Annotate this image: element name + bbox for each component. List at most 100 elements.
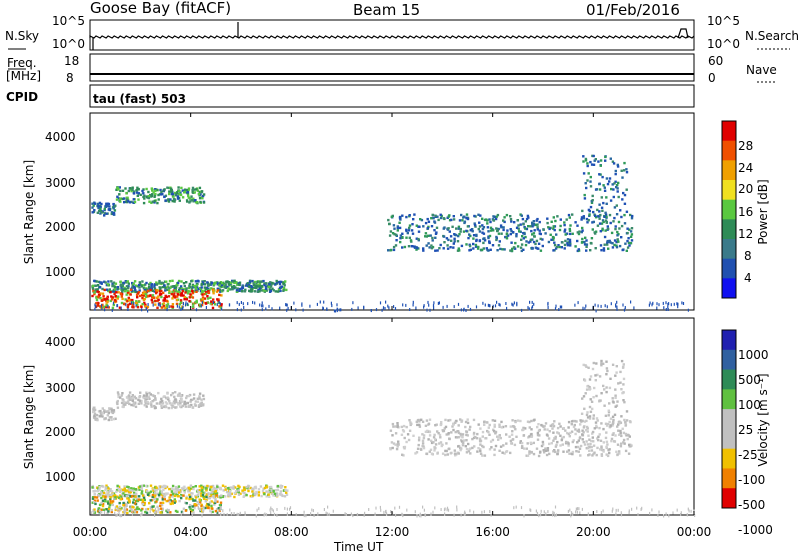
echo-cell: [238, 289, 241, 292]
echo-cell: [532, 441, 535, 445]
echo-cell: [138, 399, 142, 402]
echo-cell: [396, 424, 399, 427]
echo-cell: [183, 489, 186, 492]
echo-cell: [238, 287, 241, 291]
echo-cell: [119, 396, 122, 399]
echo-cell: [352, 301, 354, 305]
echo-cell: [622, 399, 625, 402]
echo-cell: [626, 231, 629, 235]
echo-cell: [160, 289, 163, 293]
echo-cell: [104, 493, 108, 496]
echo-cell: [594, 214, 597, 217]
echo-cell: [595, 424, 598, 428]
echo-cell: [239, 492, 242, 495]
echo-cell: [179, 191, 182, 194]
echo-cell: [203, 506, 205, 510]
echo-cell: [279, 490, 282, 493]
echo-cell: [283, 495, 287, 498]
echo-cell: [481, 444, 484, 448]
echo-cell: [174, 400, 178, 404]
echo-cell: [430, 439, 433, 442]
echo-cell: [121, 290, 124, 293]
echo-cell: [571, 213, 574, 216]
echo-cell: [179, 285, 183, 288]
velocity-cb-label: Velocity [m s⁻¹]: [756, 373, 770, 466]
echo-cell: [326, 307, 328, 311]
echo-cell: [608, 177, 612, 180]
noise-search-bump: [677, 28, 689, 39]
echo-cell: [146, 400, 149, 404]
echo-cell: [422, 249, 425, 252]
echo-cell: [198, 491, 201, 494]
echo-cell: [271, 492, 274, 496]
echo-cell: [527, 306, 529, 310]
echo-cell: [616, 400, 619, 403]
echo-cell: [401, 429, 405, 432]
echo-cell: [574, 428, 577, 431]
echo-cell: [143, 288, 146, 292]
echo-cell: [590, 445, 593, 449]
echo-cell: [157, 487, 160, 491]
echo-cell: [600, 448, 604, 452]
echo-cell: [217, 511, 220, 515]
echo-cell: [138, 485, 142, 488]
echo-cell: [159, 304, 161, 308]
echo-cell: [536, 425, 539, 429]
echo-cell: [615, 303, 617, 307]
echo-cell: [172, 491, 176, 494]
echo-cell: [548, 452, 551, 456]
x-tick-label: 00:00: [73, 525, 108, 539]
echo-cell: [150, 403, 153, 406]
echo-cell: [435, 423, 438, 426]
echo-cell: [207, 497, 210, 500]
echo-cell: [226, 513, 228, 516]
power-colorbar-cell: [722, 160, 736, 181]
echo-cell: [605, 390, 608, 394]
echo-cell: [99, 411, 102, 415]
echo-cell: [129, 494, 132, 498]
echo-cell: [201, 296, 205, 299]
echo-cell: [598, 222, 602, 225]
echo-cell: [219, 501, 223, 504]
echo-cell: [597, 435, 600, 438]
echo-cell: [107, 280, 110, 283]
echo-cell: [191, 508, 195, 512]
echo-cell: [207, 290, 210, 293]
echo-cell: [623, 442, 626, 445]
echo-cell: [285, 288, 288, 292]
noise-left-tick-top: 10^5: [52, 14, 85, 28]
echo-cell: [493, 419, 497, 422]
echo-cell: [172, 492, 175, 496]
echo-cell: [141, 296, 144, 300]
echo-cell: [668, 302, 670, 306]
echo-cell: [131, 186, 134, 189]
echo-cell: [114, 300, 118, 303]
echo-cell: [91, 287, 95, 291]
echo-cell: [150, 283, 153, 286]
echo-cell: [590, 439, 593, 443]
echo-cell: [91, 486, 94, 489]
echo-cell: [109, 299, 112, 303]
echo-cell: [556, 440, 559, 444]
echo-cell: [453, 233, 456, 236]
echo-cell: [130, 200, 133, 204]
echo-cell: [217, 298, 220, 301]
echo-cell: [180, 287, 184, 290]
echo-cell: [205, 286, 208, 289]
echo-cell: [621, 248, 624, 252]
echo-cell: [578, 447, 582, 450]
echo-cell: [600, 453, 603, 456]
echo-cell: [100, 281, 103, 284]
echo-cell: [155, 402, 159, 405]
echo-cell: [568, 229, 572, 232]
echo-cell: [397, 443, 400, 446]
echo-cell: [472, 242, 475, 246]
echo-cell: [219, 507, 221, 511]
echo-cell: [173, 395, 176, 399]
echo-cell: [515, 233, 518, 236]
echo-cell: [197, 404, 201, 407]
echo-cell: [175, 490, 178, 494]
echo-cell: [97, 510, 100, 513]
echo-cell: [276, 508, 278, 511]
echo-cell: [475, 238, 478, 242]
